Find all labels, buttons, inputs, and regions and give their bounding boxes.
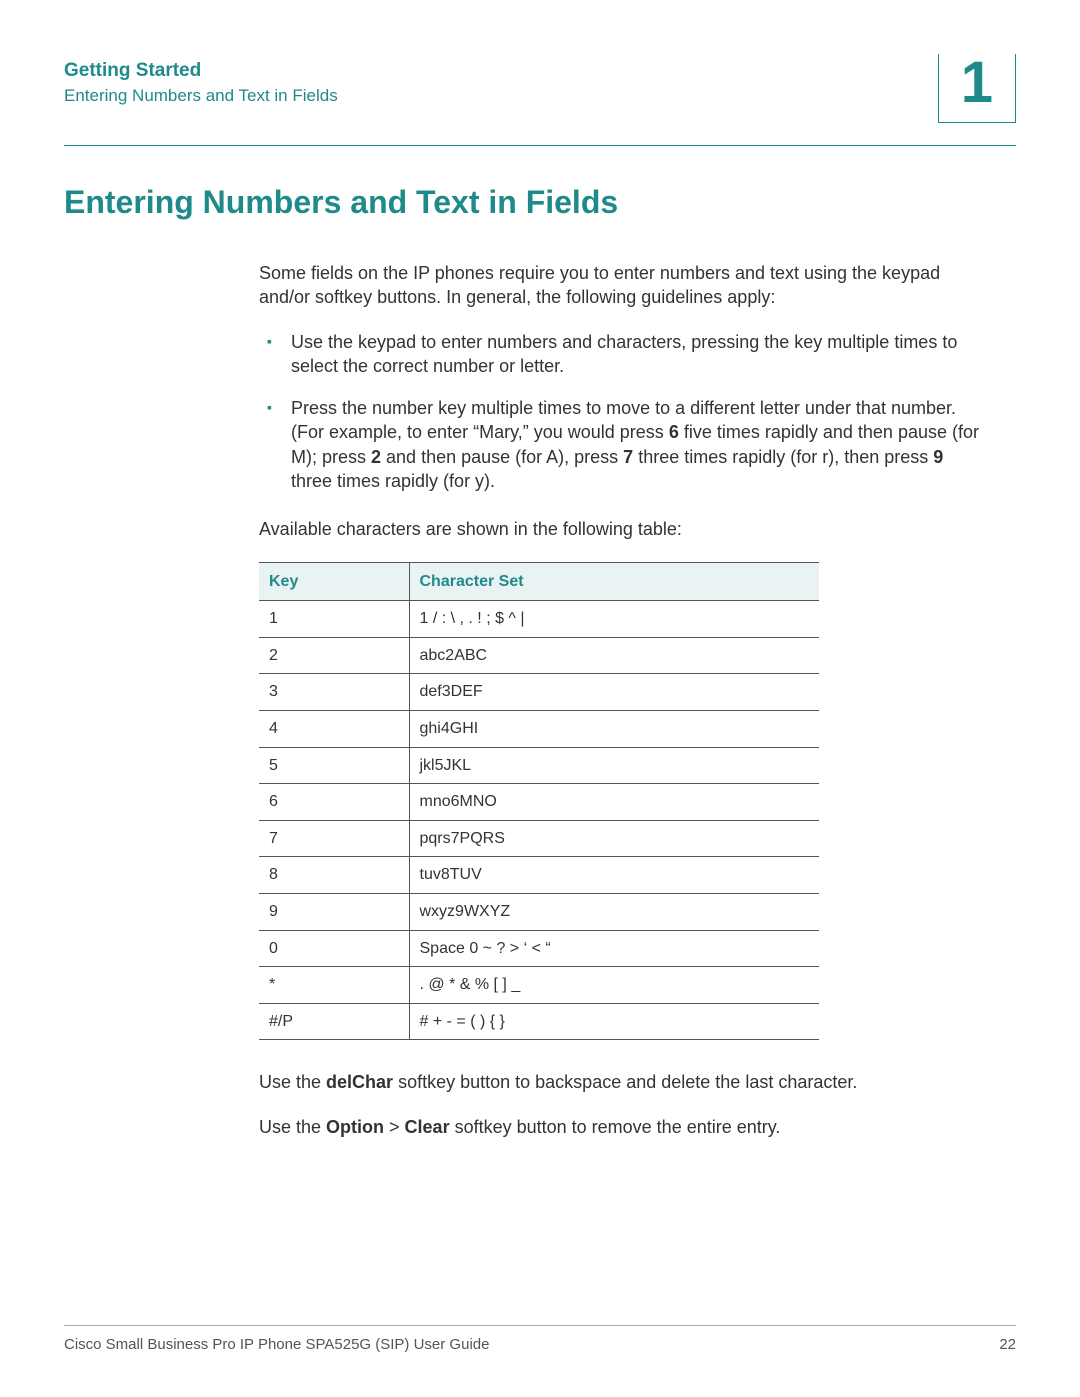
cell-charset: 1 / : \ , . ! ; $ ^ | bbox=[409, 601, 819, 638]
table-row: 4ghi4GHI bbox=[259, 711, 819, 748]
footer-guide-title: Cisco Small Business Pro IP Phone SPA525… bbox=[64, 1336, 489, 1353]
subsection-label: Entering Numbers and Text in Fields bbox=[64, 86, 338, 106]
list-item: Use the keypad to enter numbers and char… bbox=[259, 330, 986, 379]
table-header-row: Key Character Set bbox=[259, 562, 819, 601]
cell-charset: . @ * & % [ ] _ bbox=[409, 967, 819, 1004]
text-run: softkey button to backspace and delete t… bbox=[393, 1072, 857, 1092]
bold-text: 7 bbox=[623, 447, 633, 467]
header-left: Getting Started Entering Numbers and Tex… bbox=[64, 56, 338, 106]
cell-charset: pqrs7PQRS bbox=[409, 820, 819, 857]
cell-key: 0 bbox=[259, 930, 409, 967]
text-run: three times rapidly (for y). bbox=[291, 471, 495, 491]
table-row: 11 / : \ , . ! ; $ ^ | bbox=[259, 601, 819, 638]
document-page: Getting Started Entering Numbers and Tex… bbox=[0, 0, 1080, 1397]
after-table-paragraphs: Use the delChar softkey button to backsp… bbox=[259, 1070, 986, 1139]
chapter-number-box: 1 bbox=[938, 54, 1016, 123]
text-run: > bbox=[384, 1117, 405, 1137]
cell-key: 9 bbox=[259, 894, 409, 931]
page-header: Getting Started Entering Numbers and Tex… bbox=[64, 56, 1016, 123]
section-label: Getting Started bbox=[64, 60, 338, 82]
text-run: and then pause (for A), press bbox=[381, 447, 623, 467]
bold-text: Clear bbox=[405, 1117, 450, 1137]
paragraph: Use the Option > Clear softkey button to… bbox=[259, 1115, 986, 1139]
paragraph: Use the delChar softkey button to backsp… bbox=[259, 1070, 986, 1094]
chapter-number: 1 bbox=[961, 54, 993, 112]
cell-charset: wxyz9WXYZ bbox=[409, 894, 819, 931]
text-run: Use the keypad to enter numbers and char… bbox=[291, 332, 957, 376]
cell-key: 4 bbox=[259, 711, 409, 748]
cell-charset: jkl5JKL bbox=[409, 747, 819, 784]
page-title: Entering Numbers and Text in Fields bbox=[64, 184, 1016, 221]
cell-charset: mno6MNO bbox=[409, 784, 819, 821]
body-copy: Some fields on the IP phones require you… bbox=[259, 261, 986, 1139]
cell-charset: def3DEF bbox=[409, 674, 819, 711]
cell-charset: ghi4GHI bbox=[409, 711, 819, 748]
table-row: 9wxyz9WXYZ bbox=[259, 894, 819, 931]
table-intro: Available characters are shown in the fo… bbox=[259, 517, 986, 541]
table-row: *. @ * & % [ ] _ bbox=[259, 967, 819, 1004]
character-table: Key Character Set 11 / : \ , . ! ; $ ^ |… bbox=[259, 562, 819, 1041]
bold-text: delChar bbox=[326, 1072, 393, 1092]
table-row: 0Space 0 ~ ? > ‘ < “ bbox=[259, 930, 819, 967]
cell-key: * bbox=[259, 967, 409, 1004]
bullet-list: Use the keypad to enter numbers and char… bbox=[259, 330, 986, 494]
text-run: Use the bbox=[259, 1072, 326, 1092]
header-rule bbox=[64, 145, 1016, 146]
table-row: 2abc2ABC bbox=[259, 637, 819, 674]
cell-charset: tuv8TUV bbox=[409, 857, 819, 894]
page-footer: Cisco Small Business Pro IP Phone SPA525… bbox=[64, 1325, 1016, 1353]
cell-key: 8 bbox=[259, 857, 409, 894]
cell-key: 2 bbox=[259, 637, 409, 674]
bold-text: 6 bbox=[669, 422, 679, 442]
cell-charset: abc2ABC bbox=[409, 637, 819, 674]
bold-text: Option bbox=[326, 1117, 384, 1137]
footer-rule bbox=[64, 1325, 1016, 1326]
cell-key: 7 bbox=[259, 820, 409, 857]
intro-paragraph: Some fields on the IP phones require you… bbox=[259, 261, 986, 310]
text-run: Use the bbox=[259, 1117, 326, 1137]
footer-page-number: 22 bbox=[999, 1336, 1016, 1353]
bold-text: 9 bbox=[933, 447, 943, 467]
footer-row: Cisco Small Business Pro IP Phone SPA525… bbox=[64, 1336, 1016, 1353]
table-row: 7pqrs7PQRS bbox=[259, 820, 819, 857]
text-run: three times rapidly (for r), then press bbox=[633, 447, 933, 467]
bold-text: 2 bbox=[371, 447, 381, 467]
cell-key: #/P bbox=[259, 1003, 409, 1040]
cell-key: 3 bbox=[259, 674, 409, 711]
table-row: #/P# + - = ( ) { } bbox=[259, 1003, 819, 1040]
cell-charset: # + - = ( ) { } bbox=[409, 1003, 819, 1040]
cell-key: 6 bbox=[259, 784, 409, 821]
cell-key: 5 bbox=[259, 747, 409, 784]
table-row: 6mno6MNO bbox=[259, 784, 819, 821]
list-item: Press the number key multiple times to m… bbox=[259, 396, 986, 493]
table-header-key: Key bbox=[259, 562, 409, 601]
table-row: 8tuv8TUV bbox=[259, 857, 819, 894]
cell-charset: Space 0 ~ ? > ‘ < “ bbox=[409, 930, 819, 967]
table-row: 5jkl5JKL bbox=[259, 747, 819, 784]
table-row: 3def3DEF bbox=[259, 674, 819, 711]
table-header-charset: Character Set bbox=[409, 562, 819, 601]
cell-key: 1 bbox=[259, 601, 409, 638]
text-run: softkey button to remove the entire entr… bbox=[450, 1117, 781, 1137]
